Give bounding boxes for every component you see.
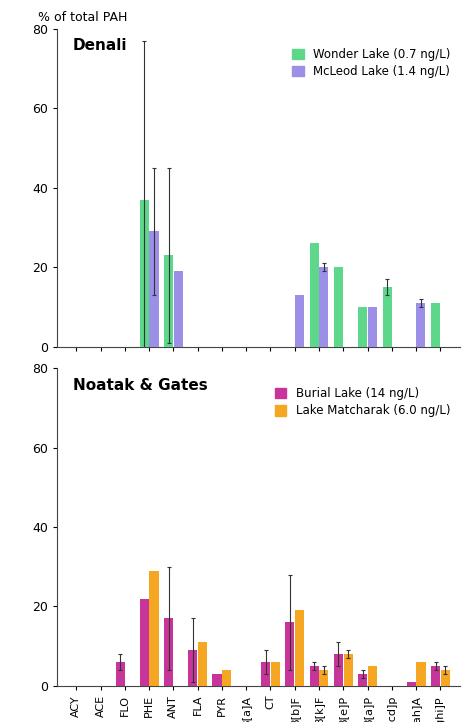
Legend: Burial Lake (14 ng/L), Lake Matcharak (6.0 ng/L): Burial Lake (14 ng/L), Lake Matcharak (6… — [271, 383, 454, 421]
Bar — [416, 662, 426, 686]
Bar — [140, 599, 149, 686]
Bar — [164, 255, 173, 347]
Bar — [285, 622, 294, 686]
Bar — [149, 231, 159, 347]
Bar — [222, 670, 231, 686]
Bar — [431, 303, 440, 347]
Bar — [319, 267, 328, 347]
Bar — [261, 662, 270, 686]
Bar — [116, 662, 125, 686]
Bar — [383, 287, 392, 347]
Bar — [358, 674, 367, 686]
Text: % of total PAH: % of total PAH — [38, 11, 128, 24]
Bar — [140, 200, 149, 347]
Bar — [368, 666, 377, 686]
Bar — [310, 666, 319, 686]
Bar — [344, 654, 353, 686]
Bar — [188, 650, 197, 686]
Bar — [173, 271, 183, 347]
Bar — [368, 307, 377, 347]
Bar — [198, 643, 207, 686]
Bar — [416, 303, 425, 347]
Bar — [334, 654, 343, 686]
Bar — [295, 295, 304, 347]
Legend: Wonder Lake (0.7 ng/L), McLeod Lake (1.4 ng/L): Wonder Lake (0.7 ng/L), McLeod Lake (1.4… — [288, 44, 454, 82]
Bar — [271, 662, 280, 686]
Bar — [164, 618, 173, 686]
Bar — [295, 611, 304, 686]
Bar — [407, 682, 416, 686]
Bar — [441, 670, 450, 686]
Bar — [334, 267, 343, 347]
Text: Denali: Denali — [73, 38, 128, 53]
Bar — [149, 570, 159, 686]
Text: Noatak & Gates: Noatak & Gates — [73, 378, 208, 393]
Bar — [431, 666, 440, 686]
Bar — [212, 674, 222, 686]
Bar — [358, 307, 367, 347]
Bar — [319, 670, 328, 686]
Bar — [310, 243, 319, 347]
